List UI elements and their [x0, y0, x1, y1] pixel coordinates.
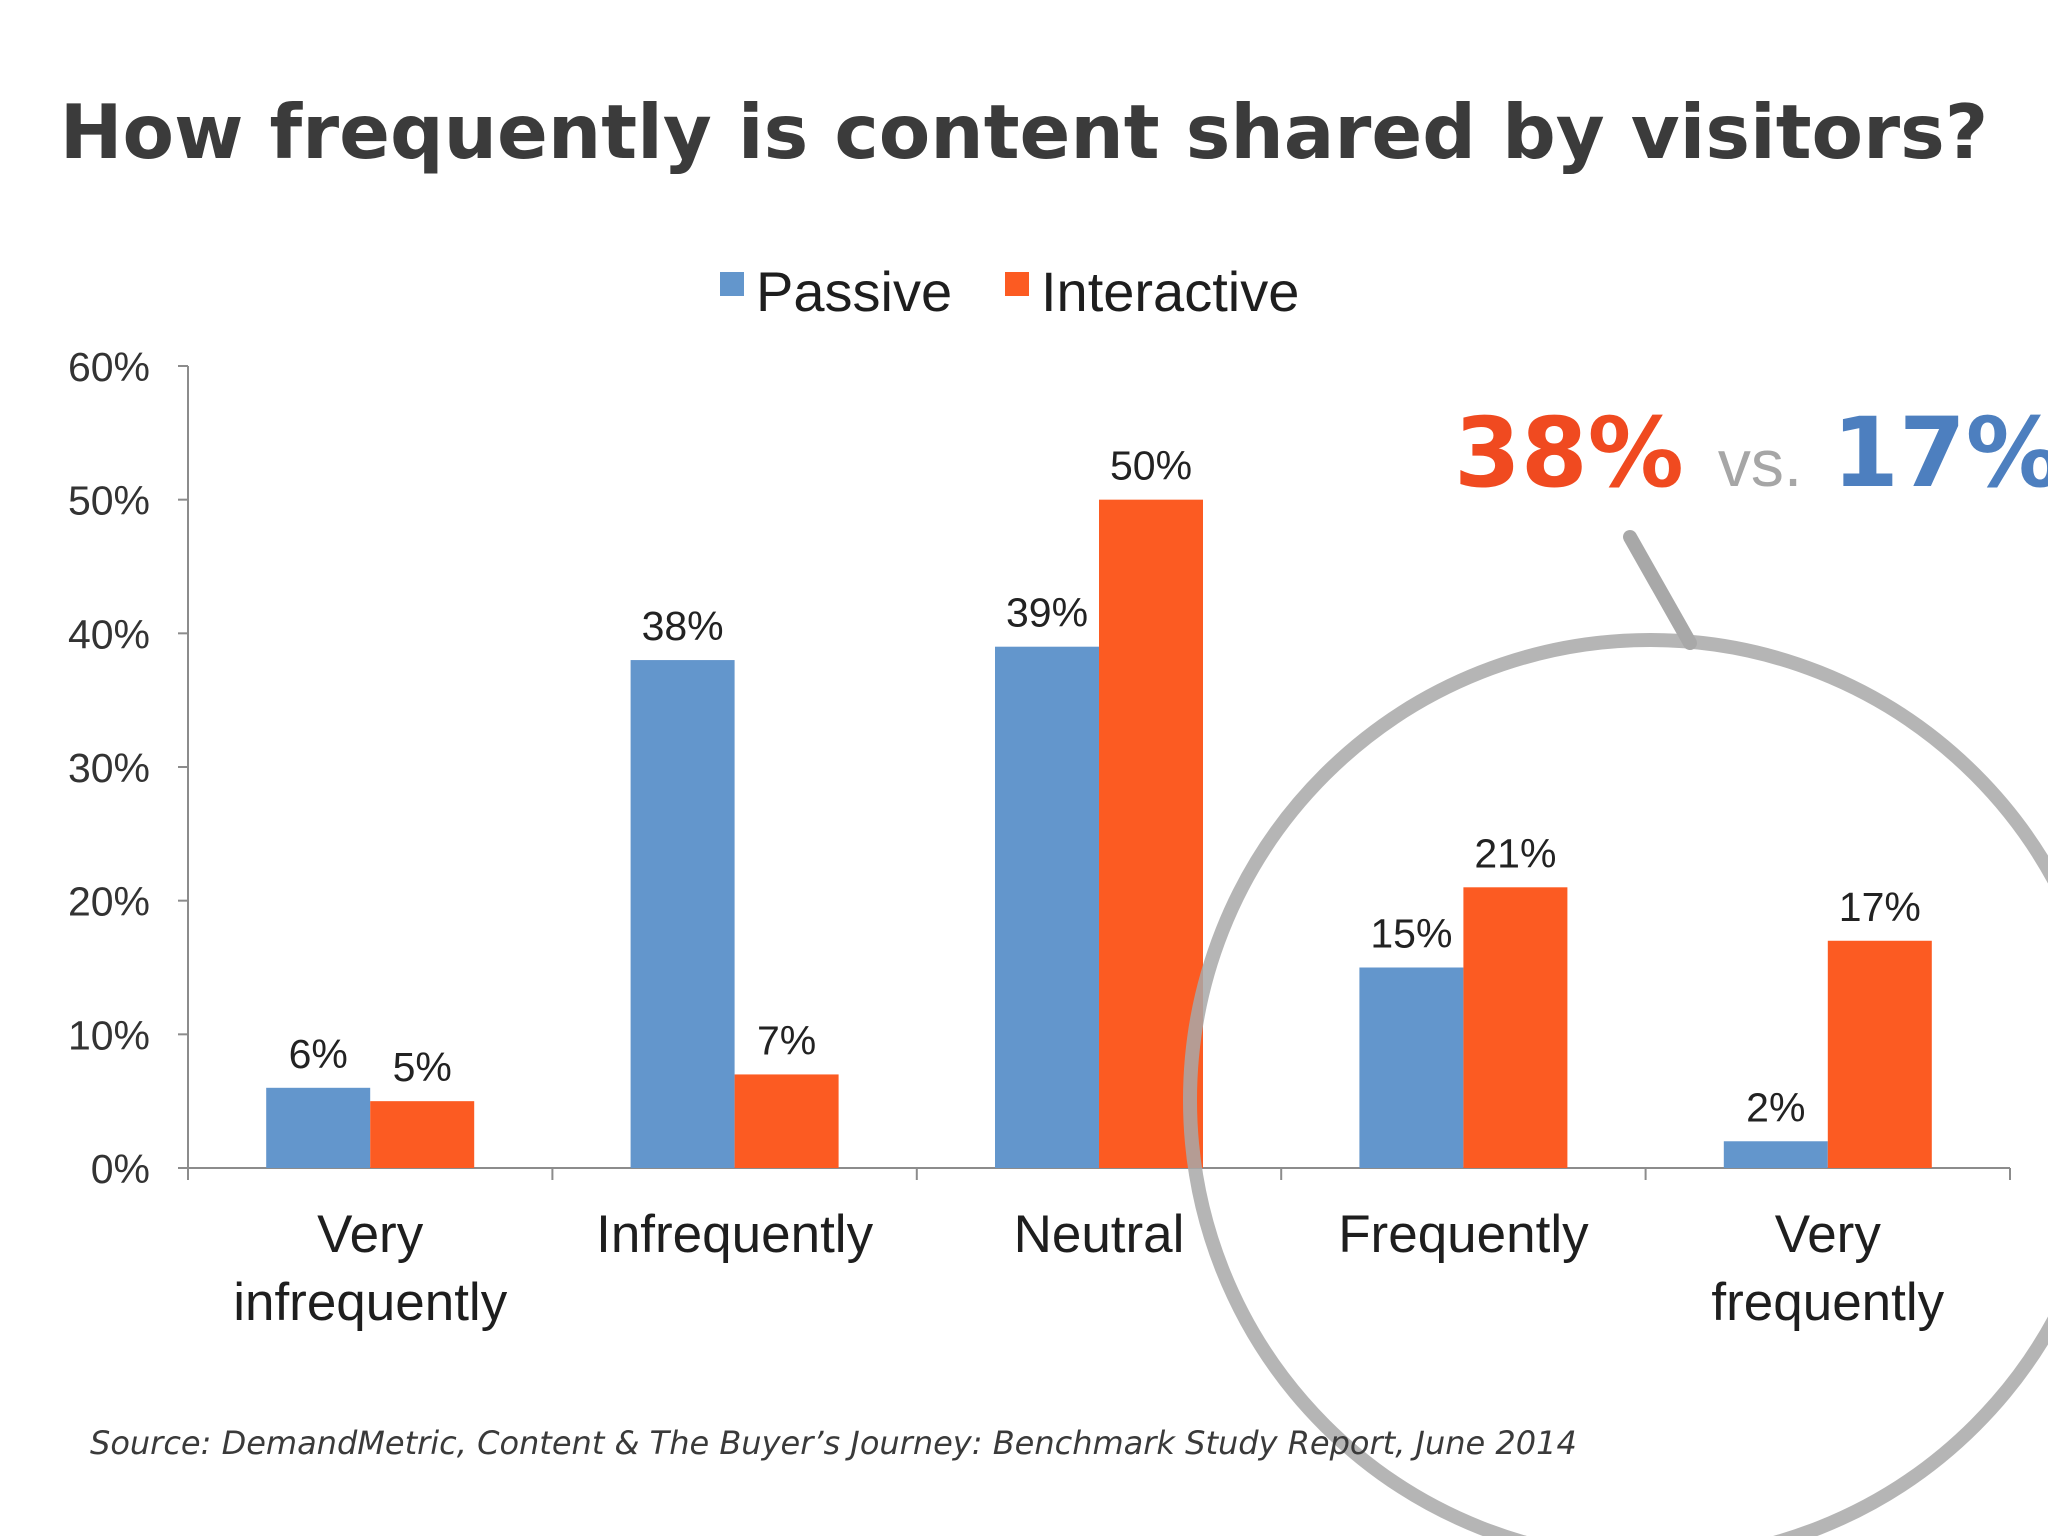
y-tick-label: 60% [68, 344, 150, 390]
category-label: frequently [1711, 1273, 1944, 1332]
bar-value-label: 38% [642, 603, 724, 649]
y-tick-label: 40% [68, 611, 150, 657]
bar-interactive [1827, 940, 1932, 1168]
bar-interactive [370, 1101, 475, 1168]
x-axis [187, 1167, 2011, 1180]
chart-legend: Passive Interactive [720, 260, 1299, 323]
y-tick-label: 0% [91, 1146, 150, 1192]
bar-passive [995, 646, 1099, 1168]
bar-passive [630, 660, 735, 1168]
chart-title: How frequently is content shared by visi… [60, 88, 1988, 176]
source-note: Source: DemandMetric, Content & The Buye… [90, 1424, 1577, 1462]
legend-swatch-passive [720, 272, 744, 296]
legend-label-passive: Passive [756, 260, 952, 323]
bar-value-label: 39% [1006, 590, 1088, 636]
magnifier-ring [1183, 633, 2048, 1536]
bar-passive [1359, 967, 1464, 1168]
callout-passive-value: 17% [1832, 397, 2048, 509]
legend-label-interactive: Interactive [1041, 260, 1299, 323]
category-label: Very [1775, 1205, 1882, 1264]
y-tick-label: 20% [68, 879, 150, 925]
y-tick-label: 10% [68, 1012, 150, 1058]
bar-value-label: 6% [289, 1031, 348, 1077]
category-label: Frequently [1338, 1205, 1589, 1264]
y-tick-label: 50% [68, 478, 150, 524]
magnifier-pointer [1623, 530, 1697, 650]
category-label: Neutral [1014, 1205, 1185, 1264]
legend-swatch-interactive [1005, 272, 1029, 296]
category-label: Infrequently [596, 1205, 873, 1264]
category-label: Very [317, 1205, 424, 1264]
callout-vs-label: vs. [1718, 426, 1802, 500]
bar-passive [266, 1087, 371, 1168]
magnifier-callout: 38% vs. 17% [1183, 397, 2048, 1536]
bar-value-label: 2% [1746, 1084, 1805, 1130]
y-tick-label: 30% [68, 745, 150, 791]
bar-value-label: 5% [393, 1044, 452, 1090]
y-axis: 0% 10% 20% 30% 40% 50% 60% [68, 344, 189, 1192]
bar-value-label: 7% [757, 1017, 816, 1063]
callout-interactive-value: 38% [1454, 397, 1684, 509]
bar-value-label: 15% [1370, 911, 1452, 957]
callout-comparison: 38% vs. 17% [1454, 397, 2048, 509]
category-label: infrequently [233, 1273, 508, 1332]
bar-passive [1723, 1141, 1828, 1168]
bar-interactive [734, 1074, 839, 1168]
bars [266, 499, 1932, 1169]
bar-value-label: 21% [1474, 830, 1556, 876]
category-labels: Very infrequently Infrequently Neutral Frequ… [233, 1205, 1944, 1332]
bar-interactive [1463, 887, 1568, 1168]
bar-value-label: 50% [1110, 443, 1192, 489]
bar-value-label: 17% [1839, 884, 1921, 930]
bar-labels: 6% 38% 39% 15% 2% 5% 7% 50% 21% 17% [289, 443, 1921, 1131]
